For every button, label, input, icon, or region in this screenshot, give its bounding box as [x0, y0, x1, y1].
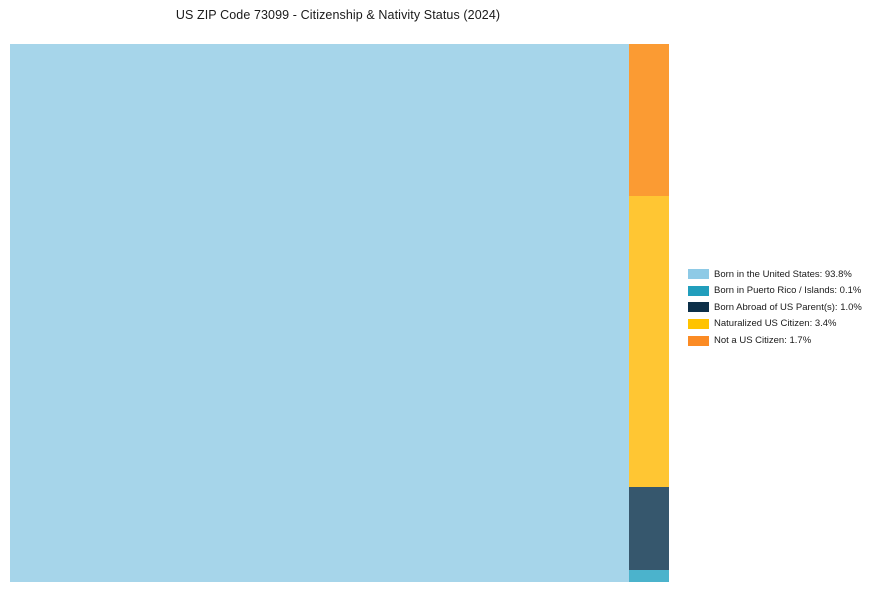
plot-area [10, 44, 669, 582]
legend-item-born-us[interactable]: Born in the United States: 93.8% [688, 266, 884, 283]
legend-item-naturalized[interactable]: Naturalized US Citizen: 3.4% [688, 316, 884, 333]
legend-swatch-icon-naturalized [688, 319, 709, 330]
legend-swatch-icon-not-citizen [688, 335, 709, 346]
legend-label-not-citizen: Not a US Citizen: 1.7% [714, 334, 812, 346]
legend-item-born-pr[interactable]: Born in Puerto Rico / Islands: 0.1% [688, 283, 884, 300]
legend-swatch-icon-born-abroad [688, 302, 709, 313]
legend-label-born-abroad: Born Abroad of US Parent(s): 1.0% [714, 301, 862, 313]
legend-label-born-us: Born in the United States: 93.8% [714, 268, 852, 280]
legend-swatch-icon-born-pr [688, 285, 709, 296]
legend-item-born-abroad[interactable]: Born Abroad of US Parent(s): 1.0% [688, 299, 884, 316]
treemap-tile-born-in-puerto-rico-islands[interactable] [629, 570, 669, 582]
treemap-tile-not-a-us-citizen[interactable] [629, 44, 669, 196]
legend-item-not-citizen[interactable]: Not a US Citizen: 1.7% [688, 332, 884, 349]
legend-label-born-pr: Born in Puerto Rico / Islands: 0.1% [714, 285, 862, 297]
treemap-tile-naturalized-us-citizen[interactable] [629, 196, 669, 487]
legend-label-naturalized: Naturalized US Citizen: 3.4% [714, 318, 837, 330]
page-title: US ZIP Code 73099 - Citizenship & Nativi… [175, 8, 501, 22]
legend-swatch-icon-born-us [688, 269, 709, 280]
chart-legend: Born in the United States: 93.8% Born in… [688, 266, 884, 349]
treemap-tile-born-abroad-of-us-parents[interactable] [629, 487, 669, 570]
treemap-tile-born-in-the-united-states[interactable] [10, 44, 629, 582]
